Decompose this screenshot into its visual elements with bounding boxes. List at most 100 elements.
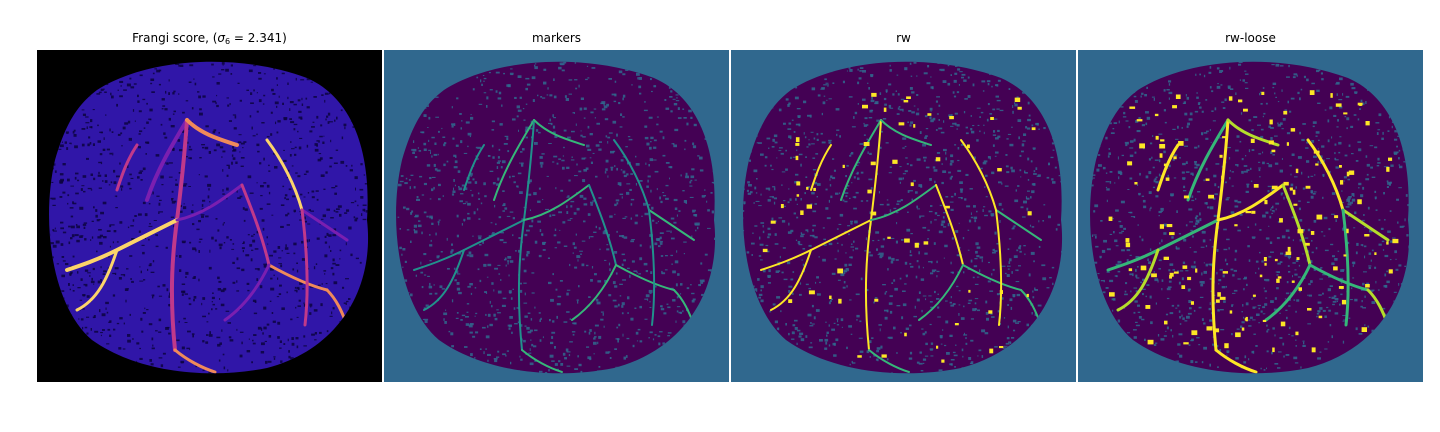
highlight-speck <box>1276 278 1280 283</box>
panel-title-frangi: Frangi score, (σ6 = 2.341) <box>132 31 287 46</box>
panel-image-markers <box>384 50 729 382</box>
highlight-speck <box>1285 251 1292 255</box>
highlight-speck <box>1361 327 1367 332</box>
highlight-speck <box>1224 343 1229 349</box>
highlight-speck <box>1298 287 1302 291</box>
highlight-speck <box>1287 246 1291 252</box>
highlight-speck <box>1245 316 1248 322</box>
highlight-speck <box>1217 292 1221 297</box>
highlight-speck <box>1182 265 1188 269</box>
highlight-speck <box>1338 286 1344 289</box>
vessel-network <box>760 92 1053 373</box>
highlight-speck <box>1229 310 1233 314</box>
highlight-speck <box>1151 273 1157 278</box>
highlight-speck <box>1293 203 1298 206</box>
vessel-segment <box>240 183 271 267</box>
highlight-speck <box>870 161 876 166</box>
highlight-speck <box>1164 320 1168 325</box>
highlight-speck <box>1178 141 1184 146</box>
panel-title-rw: rw <box>896 31 911 45</box>
highlight-speck <box>1163 163 1168 167</box>
highlight-speck <box>954 323 959 326</box>
highlight-speck <box>1235 332 1241 338</box>
highlight-speck <box>1169 275 1172 279</box>
highlight-speck <box>1128 268 1133 272</box>
highlight-speck <box>944 205 950 209</box>
highlight-speck <box>1163 256 1169 260</box>
vessel-segment <box>1264 263 1312 322</box>
highlight-speck <box>1307 308 1312 311</box>
highlight-speck <box>870 211 877 216</box>
panel-image-rw <box>731 50 1076 382</box>
highlight-speck <box>1365 284 1370 288</box>
highlight-speck <box>1259 274 1263 278</box>
vessel-segment <box>173 348 217 374</box>
highlight-speck <box>1316 214 1323 220</box>
highlight-speck <box>1234 224 1238 227</box>
highlight-speck <box>1160 139 1165 142</box>
highlight-speck <box>1147 339 1154 345</box>
highlight-speck <box>1333 266 1338 271</box>
vessel-segment <box>523 184 590 221</box>
highlight-speck <box>1222 136 1228 139</box>
highlight-speck <box>927 113 932 116</box>
highlight-speck <box>762 248 768 253</box>
highlight-speck <box>806 186 809 190</box>
highlight-speck <box>1386 241 1389 245</box>
highlight-speck <box>1205 178 1210 181</box>
vessel-segment <box>1216 183 1285 222</box>
highlight-speck <box>1291 280 1295 283</box>
highlight-speck <box>968 289 971 293</box>
highlight-speck <box>862 104 868 109</box>
highlight-speck <box>1026 293 1029 298</box>
highlight-speck <box>863 142 870 146</box>
vessel-segment <box>1281 183 1312 267</box>
vessel-segment <box>1214 348 1258 374</box>
highlight-speck <box>1374 252 1377 255</box>
highlight-speck <box>1388 157 1393 161</box>
highlight-speck <box>1392 238 1399 244</box>
vessel-segment <box>995 209 1003 326</box>
highlight-speck <box>1279 218 1283 223</box>
highlight-speck <box>1250 138 1255 143</box>
highlight-speck <box>1297 229 1304 234</box>
vessel-network <box>413 119 695 373</box>
highlight-speck <box>1386 166 1390 172</box>
highlight-speck <box>1341 299 1347 305</box>
highlight-speck <box>914 242 919 248</box>
highlight-speck <box>1134 182 1138 185</box>
panel-image-rw-loose <box>1078 50 1423 382</box>
vessel-segment <box>880 119 932 146</box>
highlight-speck <box>1215 328 1220 333</box>
highlight-speck <box>910 182 914 187</box>
retina-region <box>396 61 716 374</box>
highlight-speck <box>1027 211 1032 216</box>
highlight-speck <box>1364 234 1370 237</box>
highlight-speck <box>1309 90 1315 95</box>
rw-image <box>731 50 1076 382</box>
highlight-speck <box>898 122 905 126</box>
vessel-segment <box>493 119 535 201</box>
highlight-speck <box>1190 301 1194 305</box>
highlight-speck <box>1243 108 1248 112</box>
vessel-segment <box>185 118 239 147</box>
highlight-speck <box>887 236 891 239</box>
highlight-speck <box>1159 224 1164 229</box>
highlight-speck <box>871 92 877 97</box>
vessel-segment <box>935 184 964 266</box>
highlight-speck <box>1289 187 1293 191</box>
vessel-segment <box>1116 248 1160 312</box>
highlight-speck <box>997 168 1002 172</box>
vessel-segment <box>1341 208 1390 242</box>
highlight-speck <box>1125 238 1130 243</box>
highlight-speck <box>1388 269 1393 274</box>
highlight-speck <box>1263 257 1267 262</box>
vessel-segment <box>1341 208 1350 327</box>
highlight-speck <box>1269 119 1273 125</box>
panel-image-frangi <box>37 50 382 382</box>
highlight-speck <box>1252 294 1256 297</box>
panel-title-rw-loose: rw-loose <box>1225 31 1276 45</box>
vessel-segment <box>1186 118 1230 202</box>
highlight-speck <box>795 143 800 146</box>
highlight-speck <box>881 354 887 358</box>
